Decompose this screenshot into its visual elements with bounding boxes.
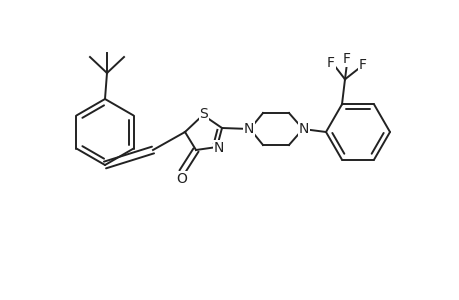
Text: O: O [176,172,187,186]
Text: F: F [358,58,366,72]
Text: F: F [342,52,350,66]
Text: N: N [243,122,254,136]
Text: N: N [298,122,308,136]
Text: N: N [213,141,224,155]
Text: F: F [326,56,334,70]
Text: S: S [199,107,208,121]
